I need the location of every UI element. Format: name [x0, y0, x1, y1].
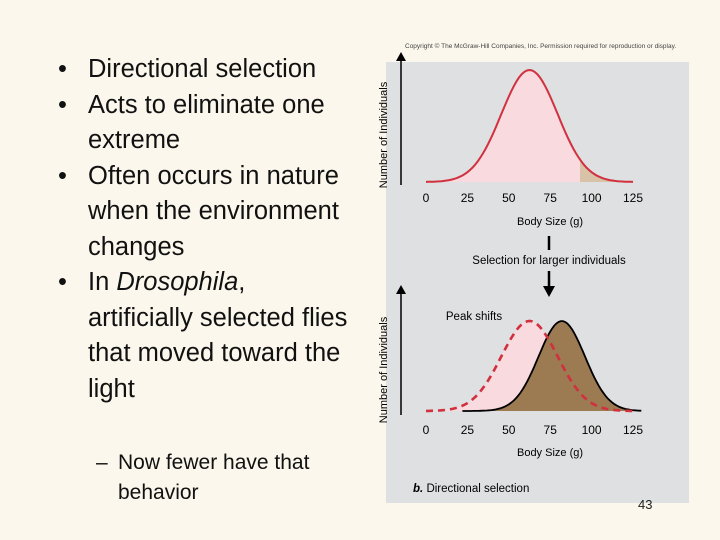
x-tick-label: 125 — [623, 191, 643, 205]
x-tick-label: 100 — [582, 423, 602, 437]
x-tick-label: 50 — [502, 191, 516, 205]
bottom-original-curve — [426, 319, 633, 413]
peak-shift-label: Peak shifts — [446, 311, 502, 323]
top-x-axis-label: Body Size (g) — [517, 216, 583, 228]
bottom-original-area — [426, 321, 633, 411]
bottom-shifted-area — [462, 321, 642, 411]
top-selected-area — [580, 159, 633, 182]
x-tick-label: 50 — [502, 423, 516, 437]
bullet-list: Directional selection Acts to eliminate … — [52, 52, 352, 407]
bottom-y-axis-arrowhead — [396, 285, 406, 294]
top-population-curve — [425, 68, 634, 183]
top-y-axis-arrowhead — [396, 52, 406, 61]
x-tick-label: 75 — [544, 423, 558, 437]
top-y-axis-label: Number of Individuals — [378, 81, 390, 188]
bottom-shifted-curve — [462, 320, 642, 412]
copyright-notice: Copyright © The McGraw-Hill Companies, I… — [405, 43, 677, 50]
top-x-ticks: 0 25 50 75 100 125 — [423, 191, 644, 205]
selection-arrow-head — [543, 286, 555, 297]
bottom-x-ticks: 0 25 50 75 100 125 — [423, 423, 644, 437]
bullet-item: In Drosophila, artificially selected fli… — [52, 265, 352, 407]
x-tick-label: 0 — [423, 423, 430, 437]
page-number: 43 — [638, 497, 653, 512]
sub-bullet: – Now fewer have that behavior — [96, 451, 310, 504]
bullet-item: Acts to eliminate one extreme — [52, 88, 352, 159]
x-tick-label: 125 — [623, 423, 643, 437]
selection-label: Selection for larger individuals — [472, 255, 626, 267]
figure-caption: b. Directional selection — [413, 483, 529, 495]
x-tick-label: 0 — [423, 191, 430, 205]
bullet-item: Directional selection — [52, 52, 352, 88]
x-tick-label: 25 — [461, 191, 475, 205]
bottom-x-axis-label: Body Size (g) — [517, 447, 583, 459]
x-tick-label: 100 — [582, 191, 602, 205]
species-name: Drosophila — [116, 268, 239, 296]
top-population-area — [426, 70, 633, 182]
x-tick-label: 75 — [544, 191, 558, 205]
x-tick-label: 25 — [461, 423, 475, 437]
bullet-item: Often occurs in nature when the environm… — [52, 159, 352, 266]
bottom-y-axis-label: Number of Individuals — [378, 316, 390, 423]
